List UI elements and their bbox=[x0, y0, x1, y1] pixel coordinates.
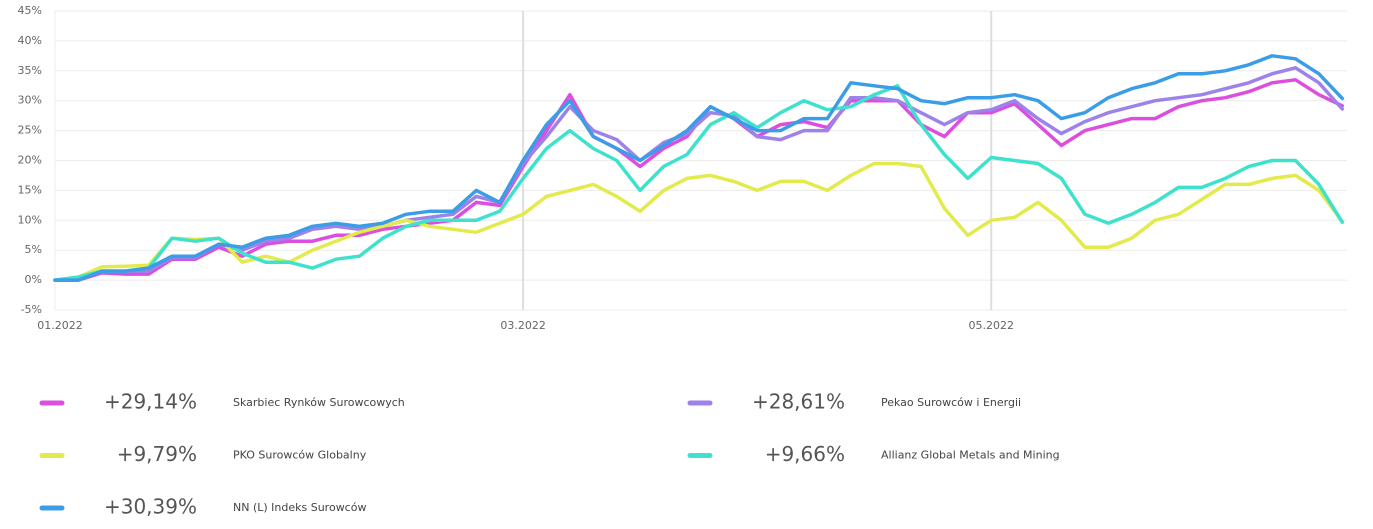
legend-name: Skarbiec Rynków Surowcowych bbox=[233, 396, 405, 409]
legend-name: NN (L) Indeks Surowców bbox=[233, 501, 366, 514]
legend-name: Allianz Global Metals and Mining bbox=[881, 449, 1060, 462]
series-line bbox=[53, 84, 1345, 282]
y-tick-label: 20% bbox=[18, 154, 42, 167]
series-line bbox=[53, 54, 1345, 282]
series-line bbox=[53, 66, 1345, 282]
legend-change: +9,79% bbox=[117, 442, 197, 466]
y-tick-label: 25% bbox=[18, 124, 42, 137]
y-tick-label: 40% bbox=[18, 34, 42, 47]
y-tick-label: 5% bbox=[25, 243, 42, 256]
y-tick-label: 30% bbox=[18, 94, 42, 107]
x-tick-label: 01.2022 bbox=[37, 319, 83, 332]
legend-change: +28,61% bbox=[752, 390, 845, 414]
x-tick-label: 03.2022 bbox=[500, 319, 546, 332]
y-tick-label: 35% bbox=[18, 64, 42, 77]
legend-change: +30,39% bbox=[104, 495, 197, 519]
y-tick-label: 45% bbox=[18, 4, 42, 17]
y-tick-label: -5% bbox=[21, 303, 42, 316]
legend-change: +9,66% bbox=[765, 442, 845, 466]
legend-change: +29,14% bbox=[104, 390, 197, 414]
series-line bbox=[53, 161, 1345, 282]
y-tick-label: 0% bbox=[25, 273, 42, 286]
legend-name: PKO Surowców Globalny bbox=[233, 449, 367, 462]
legend-name: Pekao Surowców i Energii bbox=[881, 396, 1021, 409]
y-tick-label: 10% bbox=[18, 213, 42, 226]
y-tick-label: 15% bbox=[18, 183, 42, 196]
x-tick-label: 05.2022 bbox=[968, 319, 1014, 332]
